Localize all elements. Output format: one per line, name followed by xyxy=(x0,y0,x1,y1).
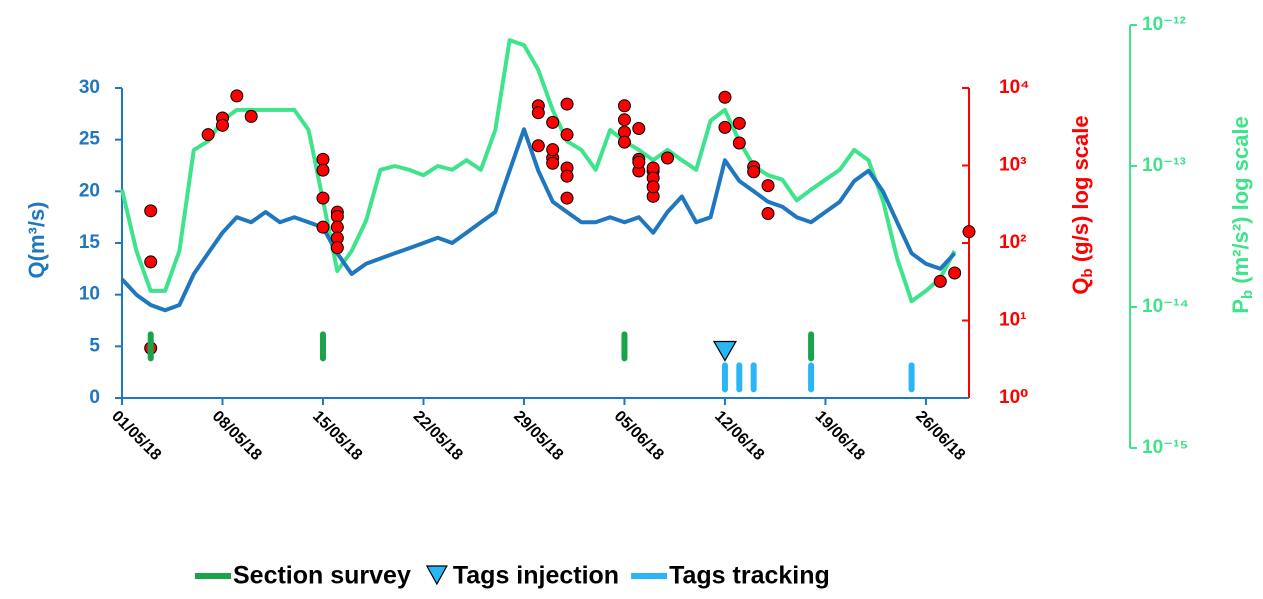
data-line xyxy=(120,127,957,313)
y2-title-main: Q xyxy=(1068,277,1093,294)
data-point xyxy=(646,180,660,194)
y2-axis-title: Qb (g/s) log scale xyxy=(1068,115,1096,294)
x-tick-label: 15/05/18 xyxy=(309,408,365,464)
y2-title-rest: (g/s) log scale xyxy=(1068,115,1093,268)
data-point xyxy=(632,122,646,136)
legend-label: Section survey xyxy=(233,562,411,590)
data-point xyxy=(761,207,775,221)
x-tick-label: 22/05/18 xyxy=(410,408,466,464)
data-point xyxy=(962,225,976,239)
data-point xyxy=(215,118,229,132)
data-point xyxy=(244,109,258,123)
data-line xyxy=(120,38,957,304)
data-point xyxy=(617,113,631,127)
y-tick-label: 5 xyxy=(89,335,100,356)
y3-tick-label: 10⁻¹⁵ xyxy=(1142,437,1188,458)
data-point xyxy=(330,220,344,234)
y3-title-sub: b xyxy=(1239,290,1256,299)
data-point xyxy=(201,128,215,142)
y-tick-label: 25 xyxy=(79,129,101,150)
data-point xyxy=(661,151,675,165)
data-point xyxy=(546,156,560,170)
y-tick-label: 10 xyxy=(79,284,100,305)
data-point xyxy=(330,209,344,223)
x-tick-label: 05/06/18 xyxy=(611,408,667,464)
data-point xyxy=(933,274,947,288)
data-point xyxy=(546,143,560,157)
x-tick-label: 26/06/18 xyxy=(912,408,968,464)
y3-tick-label: 10⁻¹² xyxy=(1142,14,1186,35)
y-tick-label: 15 xyxy=(79,232,101,253)
y2-tick-label: 10¹ xyxy=(999,310,1026,331)
y2-tick-label: 10⁴ xyxy=(999,77,1030,98)
legend-symbol xyxy=(425,565,448,586)
data-point xyxy=(316,163,330,177)
y-axis-title: Q(m³/s) xyxy=(24,202,49,279)
data-point xyxy=(632,155,646,169)
x-tick-label: 29/05/18 xyxy=(510,408,566,464)
y2-tick-label: 10³ xyxy=(999,155,1026,176)
x-tick-label: 12/06/18 xyxy=(711,408,767,464)
y3-axis-title: Pb (m²/s²) log scale xyxy=(1228,116,1256,313)
y-tick-label: 0 xyxy=(89,387,100,408)
data-point xyxy=(316,220,330,234)
data-point xyxy=(560,128,574,142)
data-point xyxy=(230,89,244,103)
data-point xyxy=(330,241,344,255)
data-point xyxy=(560,97,574,111)
data-point xyxy=(747,165,761,179)
legend: Section survey Tags injection Tags trackin… xyxy=(195,562,830,590)
y3-tick-label: 10⁻¹³ xyxy=(1142,155,1186,176)
event-marker xyxy=(712,340,737,362)
legend-label: Tags tracking xyxy=(669,562,830,590)
data-point xyxy=(531,139,545,153)
data-point xyxy=(144,204,158,218)
data-point xyxy=(761,179,775,193)
data-point xyxy=(560,169,574,183)
data-point xyxy=(316,191,330,205)
x-tick-label: 19/06/18 xyxy=(812,408,868,464)
x-tick-label: 08/05/18 xyxy=(209,408,265,464)
data-point xyxy=(732,136,746,150)
data-point xyxy=(316,152,330,166)
data-point xyxy=(718,90,732,104)
data-point xyxy=(546,115,560,129)
y3-title-main: P xyxy=(1228,299,1253,314)
y2-tick-label: 10² xyxy=(999,232,1026,253)
data-point xyxy=(718,120,732,134)
data-point xyxy=(560,191,574,205)
x-tick-label: 01/05/18 xyxy=(108,408,164,464)
data-point xyxy=(531,106,545,120)
y-tick-label: 30 xyxy=(79,77,100,98)
data-point xyxy=(948,266,962,280)
data-point xyxy=(144,255,158,269)
y2-tick-label: 10⁰ xyxy=(999,387,1028,408)
legend-label: Tags injection xyxy=(453,562,619,590)
data-point xyxy=(732,116,746,130)
data-point xyxy=(617,135,631,149)
y3-tick-label: 10⁻¹⁴ xyxy=(1142,296,1189,317)
y2-title-sub: b xyxy=(1079,268,1096,277)
data-point xyxy=(617,99,631,113)
y-tick-label: 20 xyxy=(79,180,100,201)
y3-title-rest: (m²/s²) log scale xyxy=(1228,116,1253,290)
